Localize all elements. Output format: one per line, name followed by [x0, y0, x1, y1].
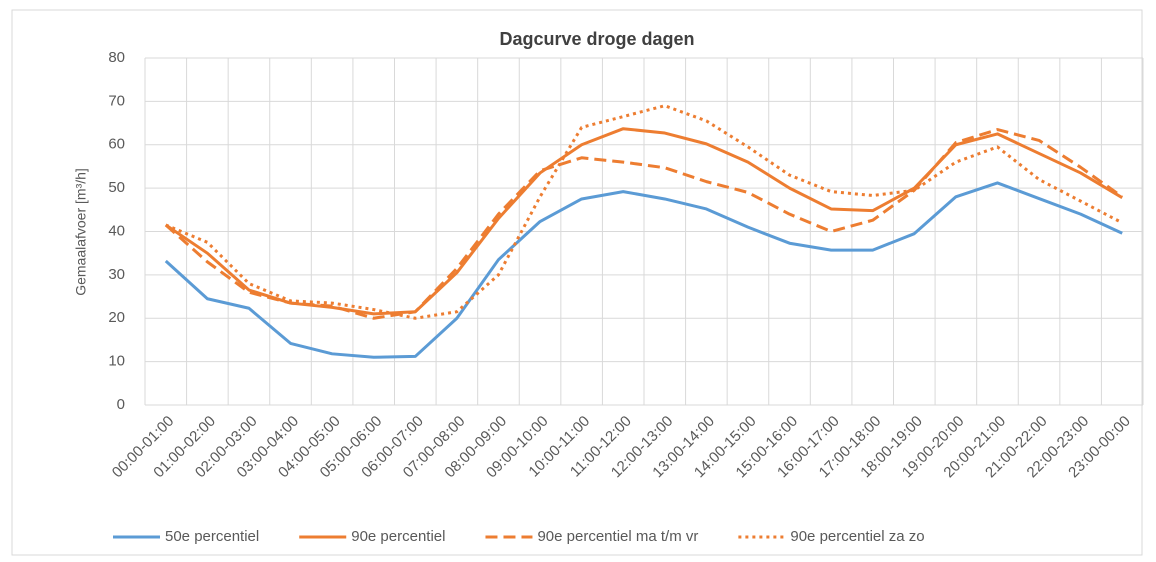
y-tick-label: 30	[108, 266, 125, 283]
y-tick-label: 70	[108, 92, 125, 109]
y-tick-label: 0	[117, 396, 125, 413]
y-tick-label: 20	[108, 309, 125, 326]
legend-label: 90e percentiel za zo	[790, 528, 924, 545]
y-tick-label: 10	[108, 353, 125, 370]
y-tick-label: 40	[108, 222, 125, 239]
chart-title: Dagcurve droge dagen	[499, 29, 694, 49]
legend-label: 50e percentiel	[165, 528, 259, 545]
series-line	[165, 104, 1123, 320]
y-axis-label: Gemaalafvoer [m³/h]	[73, 168, 89, 296]
legend-label: 90e percentiel ma t/m vr	[537, 528, 698, 545]
chart-frame	[11, 9, 1143, 556]
y-tick-label: 60	[108, 136, 125, 153]
series-line	[164, 128, 1124, 320]
y-tick-label: 80	[108, 49, 125, 66]
legend-label: 90e percentiel	[351, 528, 445, 545]
series-line	[164, 181, 1123, 359]
y-tick-label: 50	[108, 179, 125, 196]
